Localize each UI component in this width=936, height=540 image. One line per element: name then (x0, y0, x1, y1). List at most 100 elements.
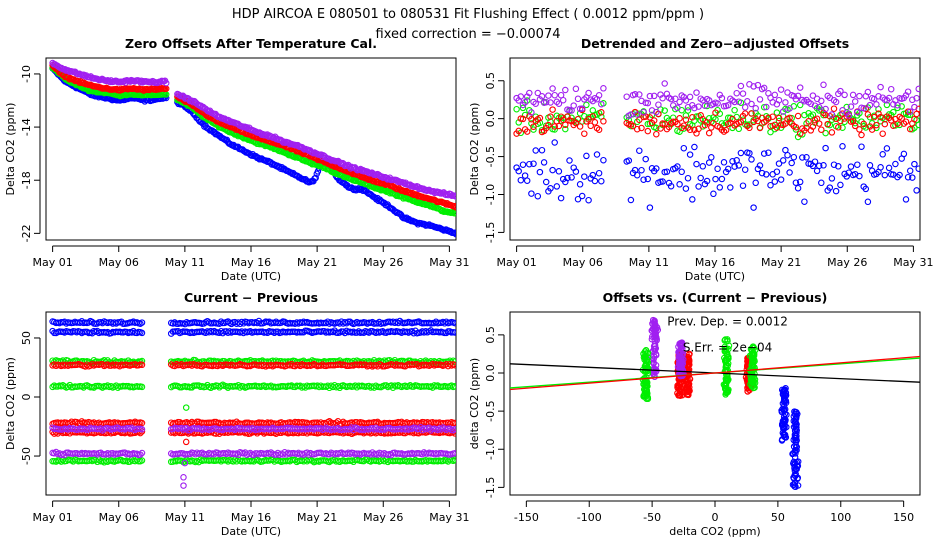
data-point (138, 449, 146, 457)
data-point (830, 161, 838, 168)
data-point (526, 107, 533, 114)
data-point (760, 150, 768, 157)
data-point (890, 108, 897, 116)
data-point (902, 118, 910, 125)
data-point (661, 80, 668, 87)
data-point (534, 89, 542, 97)
data-point (676, 98, 683, 106)
data-point (767, 181, 774, 189)
data-point (873, 101, 880, 108)
data-point (659, 178, 666, 185)
data-point (697, 174, 704, 182)
data-point (818, 179, 825, 187)
data-point (775, 96, 783, 104)
series-red (49, 360, 456, 438)
data-point (902, 196, 910, 203)
y-tick-label: 0.0 (484, 110, 497, 128)
data-point (576, 105, 584, 113)
data-point (864, 198, 872, 206)
data-point (138, 329, 146, 337)
data-point (138, 357, 146, 365)
data-point (818, 126, 825, 133)
data-point (741, 110, 749, 117)
data-point (646, 114, 654, 121)
data-point (598, 100, 605, 108)
data-point (792, 179, 800, 186)
panel-title: Offsets vs. (Current − Previous) (603, 290, 828, 305)
data-point (860, 120, 867, 128)
data-point (828, 129, 836, 136)
data-point (684, 174, 692, 182)
x-tick-label: May 26 (363, 511, 403, 524)
data-point (906, 108, 914, 115)
data-point (699, 115, 707, 123)
data-point (703, 102, 711, 110)
data-point (854, 161, 861, 168)
x-tick-label: -150 (514, 511, 539, 524)
data-point (705, 159, 713, 166)
data-point (641, 356, 648, 363)
data-point (598, 177, 605, 185)
data-point (722, 389, 730, 397)
data-point (138, 457, 146, 464)
data-point (849, 91, 857, 99)
data-point (551, 139, 558, 146)
data-point (904, 88, 912, 95)
data-point (181, 459, 189, 467)
data-point (538, 93, 546, 100)
data-point (322, 424, 330, 432)
data-point (786, 169, 793, 176)
x-tick-label: May 16 (231, 256, 271, 269)
data-point (877, 113, 884, 121)
data-point (682, 185, 690, 192)
data-point (832, 98, 840, 106)
data-point (712, 175, 719, 183)
data-point (595, 169, 603, 177)
x-tick-label: -50 (643, 511, 661, 524)
data-point (644, 395, 652, 403)
data-point (448, 382, 455, 389)
data-point (640, 176, 647, 183)
data-point (451, 383, 456, 390)
data-point (451, 229, 456, 237)
data-point (693, 113, 700, 120)
data-point (722, 126, 730, 134)
data-point (674, 120, 681, 128)
data-point (881, 171, 889, 179)
data-point (651, 317, 658, 325)
x-tick-label: May 01 (496, 256, 536, 269)
data-point (636, 147, 643, 154)
data-point (731, 98, 738, 106)
data-point (906, 167, 914, 175)
data-point (581, 112, 588, 120)
data-point (739, 182, 747, 189)
data-point (854, 108, 861, 116)
data-point (773, 109, 781, 116)
figure-subtitle: fixed correction = −0.00074 (376, 27, 561, 42)
series-blue (49, 317, 456, 337)
data-point (860, 105, 867, 112)
data-point (574, 195, 582, 203)
x-tick-label: May 11 (165, 511, 205, 524)
data-point (676, 181, 683, 188)
y-axis-label: Delta CO2 (ppm) (468, 103, 481, 196)
data-point (847, 163, 855, 170)
data-point (661, 107, 668, 114)
data-point (595, 126, 603, 133)
data-point (724, 354, 732, 361)
data-point (794, 184, 802, 192)
x-tick-label: May 01 (32, 511, 72, 524)
data-point (638, 124, 645, 132)
data-point (873, 121, 880, 129)
data-point (517, 176, 525, 184)
data-point (911, 160, 918, 168)
data-point (547, 99, 554, 106)
data-point (513, 105, 520, 113)
data-point (913, 94, 920, 102)
data-point (822, 111, 829, 119)
data-point (835, 163, 842, 170)
data-point (748, 156, 755, 163)
data-point (845, 112, 853, 119)
data-point (521, 99, 529, 106)
